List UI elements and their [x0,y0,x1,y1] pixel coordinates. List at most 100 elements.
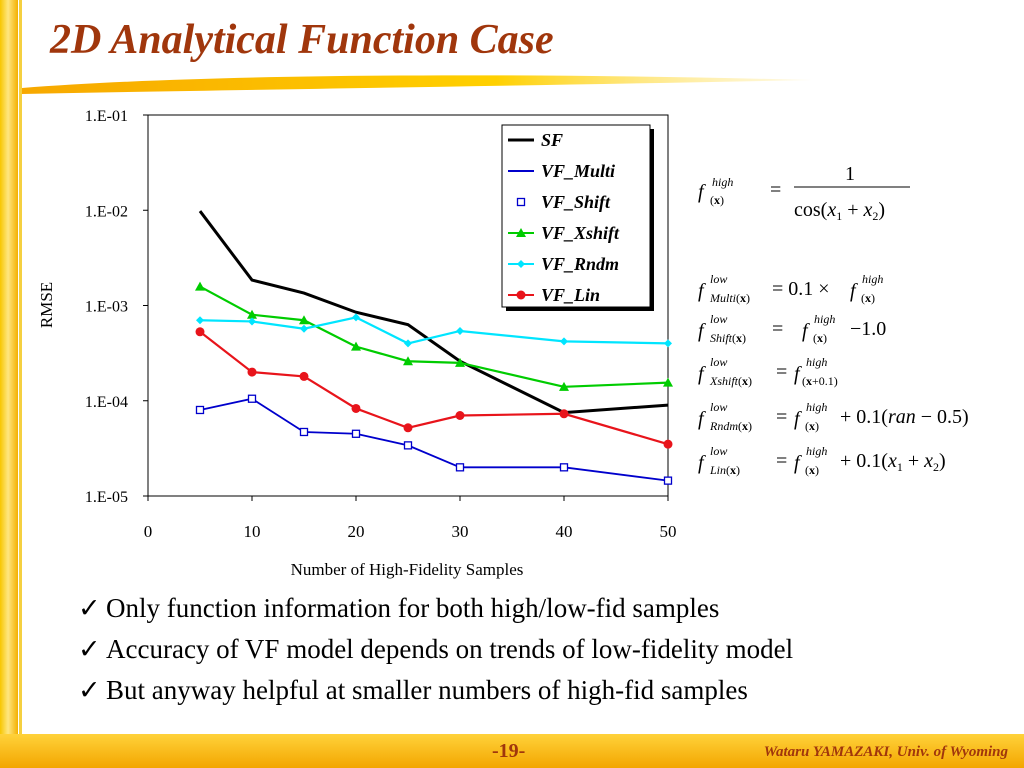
y-tick-label: 1.E-04 [85,394,128,411]
legend-label-vf-shift: VF_Shift [541,192,611,212]
data-point-vf-lin [403,423,413,433]
left-decor-line [19,0,22,768]
data-point-vf-shift [299,427,309,437]
svg-text:Multi(x): Multi(x) [709,291,750,305]
svg-text:= 0.1 ×: = 0.1 × [772,278,830,300]
data-point-vf-shift [455,463,465,472]
data-point-vf-rndm [300,324,308,333]
check-icon: ✓ [78,593,101,623]
svg-text:Shift(x): Shift(x) [710,331,746,345]
equations-panel: f high (x) = 1 cos(x1 + x2) f low Multi(… [698,163,910,388]
series-line-vf-multi [199,397,669,482]
data-point-vf-xshift [247,309,257,319]
svg-text:f: f [794,452,802,474]
data-point-vf-shift [195,405,205,415]
data-point-vf-rndm [664,339,672,348]
svg-text:f: f [794,408,802,430]
svg-text:high: high [814,312,835,326]
bullet-item-1: ✓ Only function information for both high… [78,588,793,629]
data-point-vf-xshift [559,381,569,391]
y-tick-label: 1.E-02 [85,203,128,220]
title-underline-swoosh [22,75,812,94]
bullet-item-2: ✓ Accuracy of VF model depends on trends … [78,629,793,670]
x-axis-label: Number of High-Fidelity Samples [291,560,524,579]
svg-text:f: f [698,408,706,430]
svg-text:f: f [794,363,802,385]
y-tick-label: 1.E-03 [85,299,128,316]
x-tick-label: 0 [144,522,153,541]
svg-text:high: high [806,400,827,414]
svg-text:=: = [776,450,787,472]
equation-f-low-shift: f low Shift(x) = f high (x) −1.0 [698,312,886,345]
svg-text:high: high [806,355,827,369]
equation-f-low-rndm: f low Rndm(x) = f high (x) + 0.1(ran − 0… [698,400,969,433]
svg-text:low: low [710,355,727,369]
svg-text:(x): (x) [813,331,827,345]
svg-text:=: = [776,361,787,383]
legend-label-vf-lin: VF_Lin [541,285,600,305]
series-line-vf-lin [199,330,669,446]
svg-text:f: f [698,363,706,385]
x-tick-label: 10 [244,522,261,541]
x-tick-label: 30 [452,522,469,541]
data-point-vf-xshift [663,377,673,387]
svg-text:high: high [806,444,827,458]
equation-f-low-xshift: f low Xshift(x) = f high (x+0.1) [698,355,838,388]
x-tick-label: 50 [660,522,677,541]
data-point-vf-xshift [455,357,465,367]
svg-text:+ 0.1(ran − 0.5): + 0.1(ran − 0.5) [840,406,969,428]
bullet-item-3: ✓ But anyway helpful at smaller numbers o… [78,670,793,711]
data-point-vf-rndm [560,337,568,346]
data-point-vf-lin [455,411,465,421]
data-point-vf-lin [559,409,569,419]
data-point-vf-xshift [299,315,309,325]
data-point-vf-rndm [456,326,464,335]
svg-text:−1.0: −1.0 [850,318,886,340]
svg-text:high: high [712,175,733,189]
svg-text:f: f [802,320,810,342]
rmse-chart: 1.E-01 1.E-02 1.E-03 1.E-04 1.E-05 0 10 20 30 40 5… [37,108,677,579]
data-point-vf-rndm [196,316,204,325]
data-point-vf-rndm [404,339,412,348]
svg-text:f: f [698,280,706,302]
svg-text:low: low [710,312,727,326]
x-tick-label: 20 [348,522,365,541]
svg-text:Lin(x): Lin(x) [709,463,740,477]
svg-text:=: = [772,318,783,340]
svg-text:Xshift(x): Xshift(x) [709,374,752,388]
svg-text:=: = [776,406,787,428]
svg-text:(x): (x) [805,463,819,477]
svg-text:low: low [710,444,727,458]
data-point-vf-lin [351,403,361,413]
legend-marker-vf-rndm [517,260,525,268]
legend-marker-vf-shift [516,197,526,207]
data-point-vf-rndm [352,313,360,322]
svg-text:=: = [770,179,781,201]
svg-text:(x): (x) [710,193,724,207]
svg-text:(x): (x) [861,291,875,305]
svg-text:f: f [698,452,706,474]
left-decor-bar [0,0,18,768]
legend-box [501,124,651,308]
legend-label-vf-xshift: VF_Xshift [541,223,620,243]
check-icon: ✓ [78,675,101,705]
y-tick-label: 1.E-01 [85,108,128,125]
svg-text:+ 0.1(x1 + x2): + 0.1(x1 + x2) [840,450,946,474]
data-point-vf-shift [559,463,569,472]
legend-label-vf-rndm: VF_Rndm [541,254,619,274]
data-point-vf-lin [299,371,309,381]
legend-marker-vf-xshift [516,228,526,237]
legend-label-vf-multi: VF_Multi [541,161,615,181]
data-point-vf-lin [195,327,205,337]
data-point-vf-xshift [351,341,361,351]
svg-text:1: 1 [845,163,855,185]
equation-f-low-lin: f low Lin(x) = f high (x) + 0.1(x1 + x2) [698,444,946,477]
y-tick-label: 1.E-05 [85,489,128,506]
data-point-vf-lin [247,367,257,377]
data-point-vf-rndm [248,317,256,326]
svg-text:high: high [862,272,883,286]
svg-text:low: low [710,400,727,414]
legend-marker-vf-lin [516,290,526,300]
slide-title: 2D Analytical Function Case [50,17,554,63]
legend-label-sf: SF [541,130,563,150]
